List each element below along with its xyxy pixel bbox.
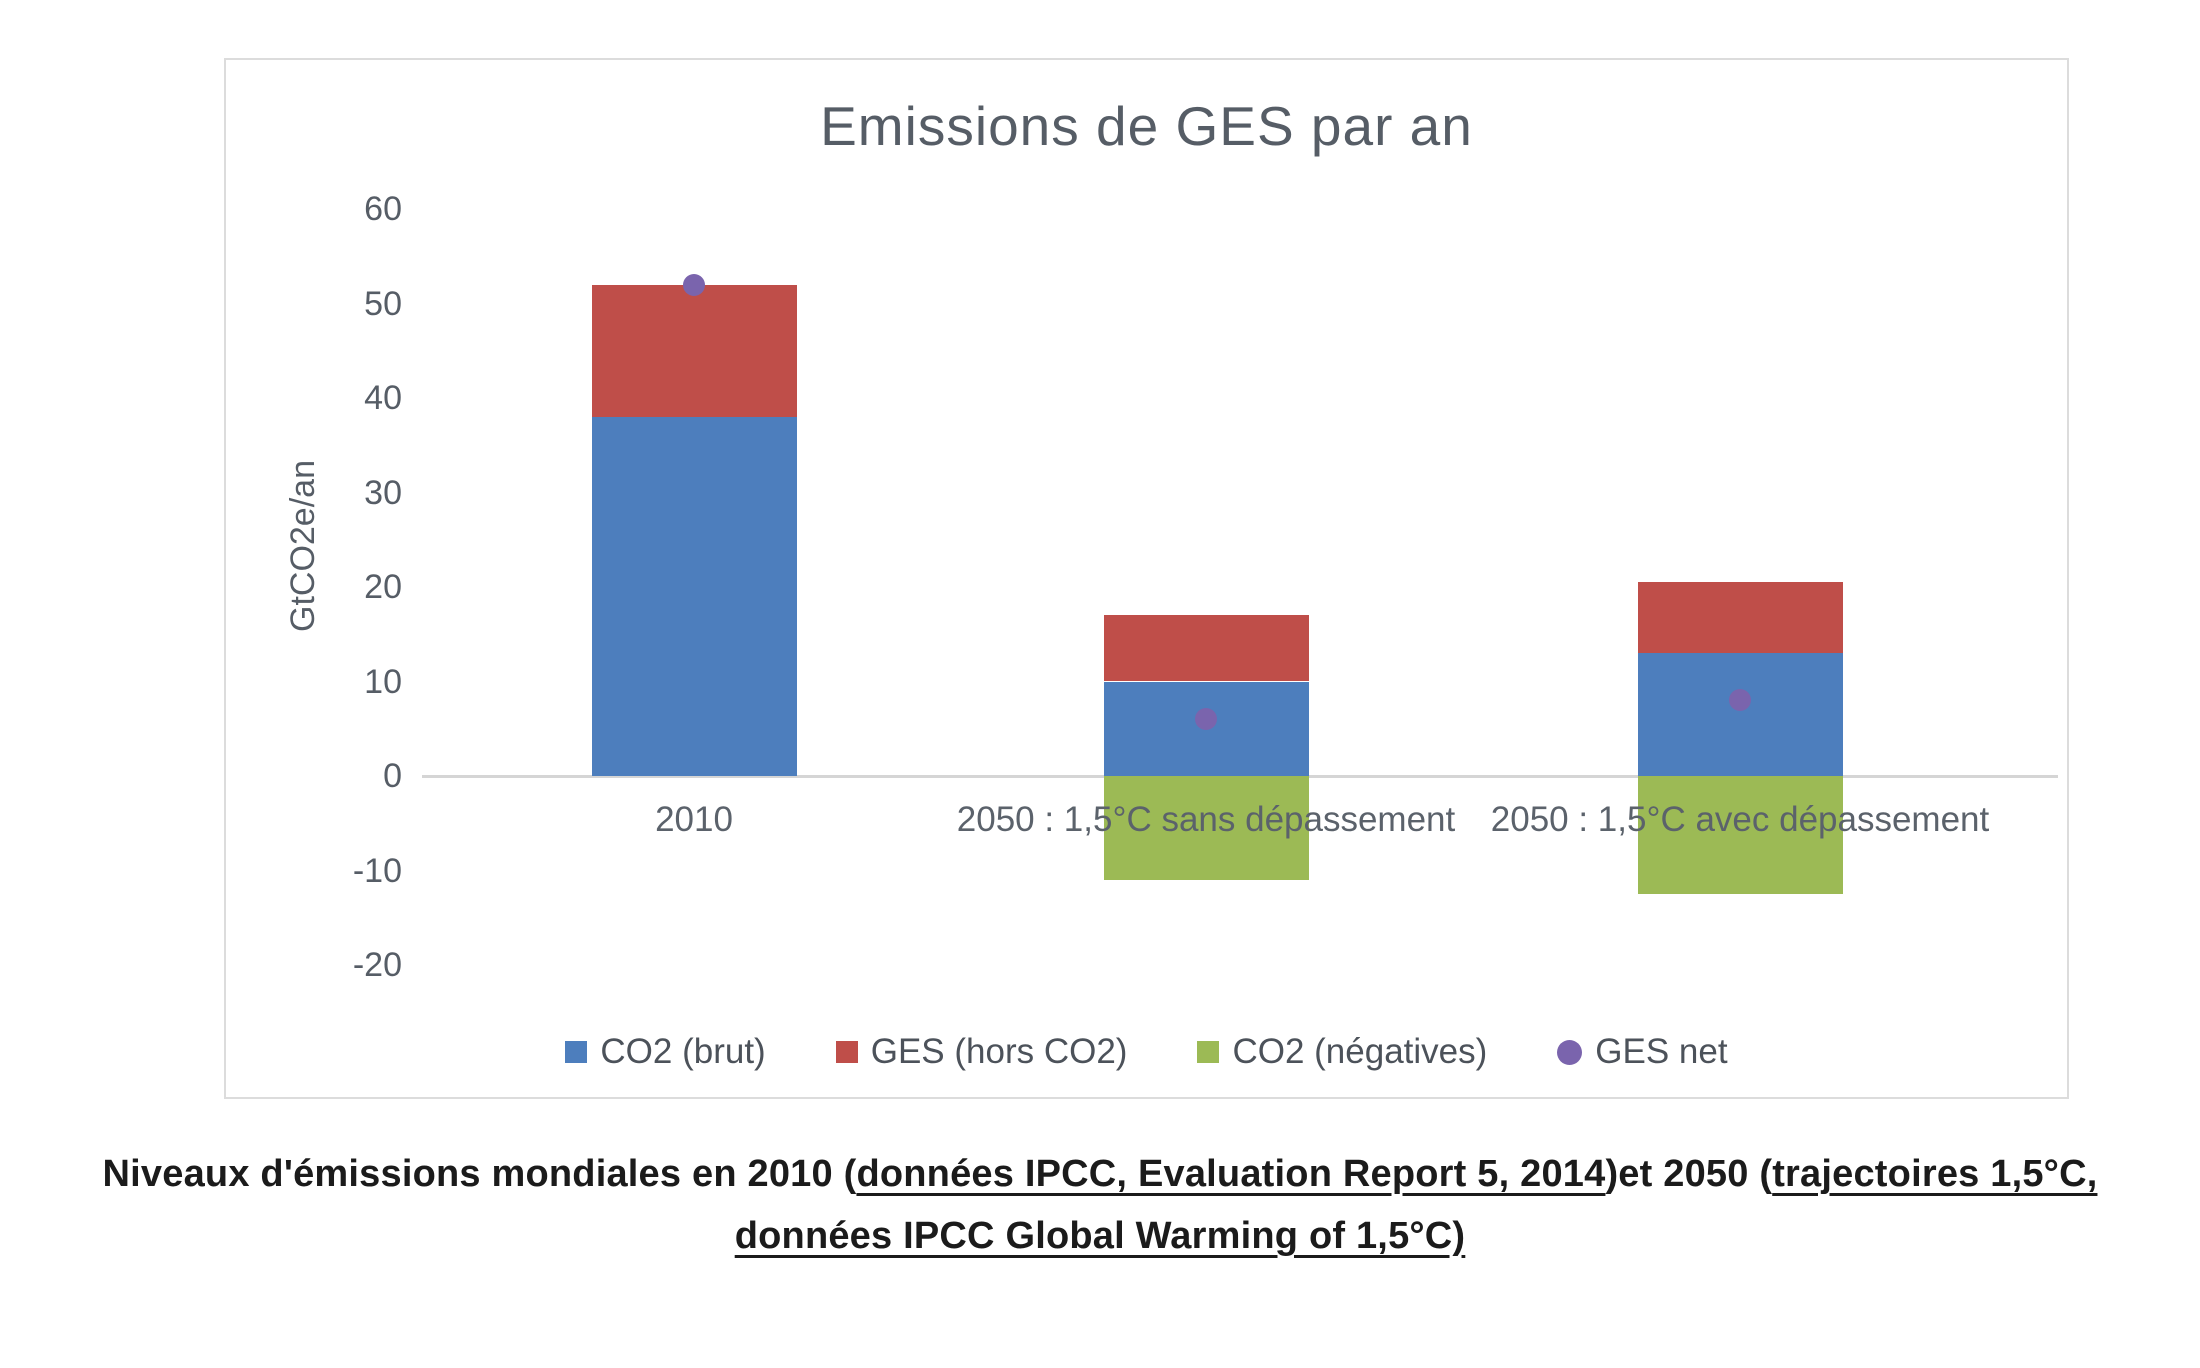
- ges-net-point: [1729, 689, 1751, 712]
- y-tick-label: 30: [364, 473, 402, 512]
- legend-label: GES (hors CO2): [870, 1032, 1128, 1071]
- legend-label: GES net: [1595, 1032, 1728, 1071]
- y-tick-label: 60: [364, 190, 402, 228]
- y-tick-label: 10: [364, 662, 402, 701]
- y-tick-label: 20: [364, 568, 402, 606]
- bar-segment-co2-brut-: [1637, 653, 1843, 776]
- y-tick-label: 0: [383, 757, 402, 795]
- legend-label: CO2 (brut): [600, 1032, 766, 1071]
- legend-item: CO2 (négatives): [1197, 1032, 1487, 1072]
- chart-legend: CO2 (brut) GES (hors CO2) CO2 (négatives) G…: [226, 1032, 2067, 1072]
- legend-item: GES (hors CO2): [835, 1032, 1128, 1072]
- y-tick-label: -10: [352, 851, 402, 890]
- x-category-label: 2050 : 1,5°C sans dépassement: [956, 800, 1456, 839]
- y-tick-label: -20: [352, 946, 402, 984]
- legend-swatch-square: [835, 1041, 858, 1063]
- caption-link[interactable]: trajectoires 1,5°C, données IPCC Global …: [734, 1153, 2098, 1257]
- y-tick-label: 50: [364, 284, 402, 323]
- legend-swatch-square: [1197, 1041, 1220, 1063]
- caption-link[interactable]: données IPCC, Evaluation Report 5, 2014: [856, 1153, 1606, 1195]
- chart-panel: Emissions de GES par an GtCO2e/an CO2 (b…: [224, 58, 2069, 1099]
- legend-label: CO2 (négatives): [1232, 1032, 1488, 1071]
- ges-net-point: [1195, 708, 1217, 731]
- bar-segment-co2-n-gatives-: [1637, 776, 1843, 895]
- y-tick-label: 40: [364, 379, 402, 417]
- bar-segment-ges-hors-co2-: [591, 284, 797, 417]
- bar-segment-ges-hors-co2-: [1103, 615, 1309, 682]
- chart-title: Emissions de GES par an: [820, 95, 1473, 157]
- caption-text: )et 2050 (: [1605, 1153, 1773, 1195]
- bar-segment-co2-n-gatives-: [1103, 776, 1309, 880]
- legend-swatch-circle: [1557, 1039, 1583, 1065]
- bar-segment-co2-brut-: [591, 416, 797, 776]
- legend-item: CO2 (brut): [565, 1032, 766, 1072]
- legend-item: GES net: [1557, 1032, 1728, 1072]
- x-category-label: 2010: [655, 800, 733, 839]
- bar-segment-ges-hors-co2-: [1637, 582, 1843, 654]
- x-category-label: 2050 : 1,5°C avec dépassement: [1490, 800, 1990, 839]
- figure-caption: Niveaux d'émissions mondiales en 2010 (d…: [30, 1144, 2170, 1267]
- legend-swatch-square: [565, 1041, 588, 1063]
- ges-net-point: [683, 273, 705, 296]
- caption-text: Niveaux d'émissions mondiales en 2010 (: [102, 1153, 857, 1195]
